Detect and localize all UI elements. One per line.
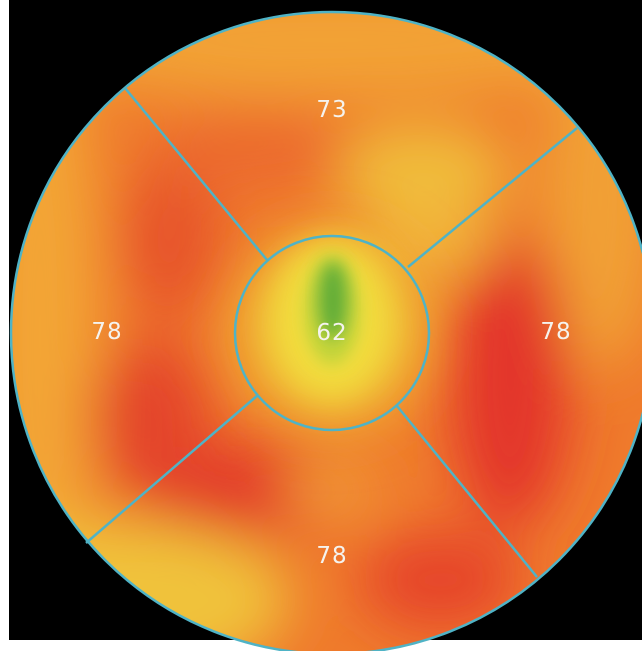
value-right: 78 <box>540 319 571 345</box>
value-superior: 73 <box>316 97 347 123</box>
white-left-border <box>0 0 9 651</box>
value-inferior: 78 <box>316 543 347 569</box>
value-center: 62 <box>316 320 347 346</box>
value-left: 78 <box>91 319 122 345</box>
